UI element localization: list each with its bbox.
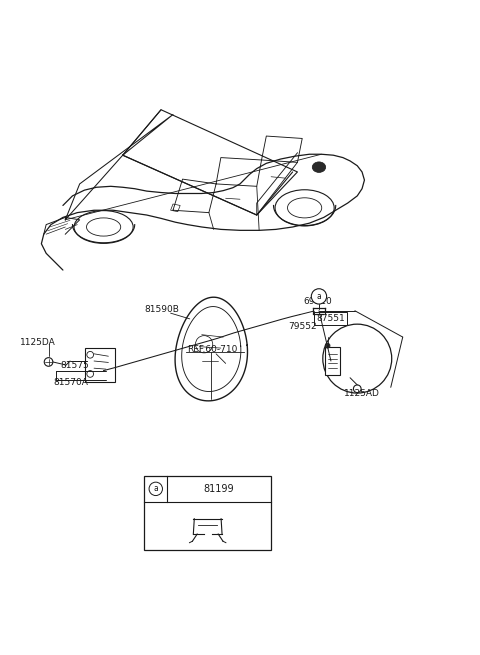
Text: 79552: 79552 — [288, 322, 316, 331]
Circle shape — [195, 335, 213, 353]
Circle shape — [312, 289, 326, 304]
Circle shape — [353, 385, 361, 392]
Ellipse shape — [86, 218, 120, 236]
Circle shape — [44, 358, 53, 366]
Circle shape — [149, 482, 162, 496]
Text: 1125AD: 1125AD — [344, 389, 380, 398]
FancyBboxPatch shape — [85, 348, 115, 382]
Text: 81575: 81575 — [60, 362, 89, 370]
Bar — [314, 312, 347, 325]
Text: a: a — [317, 292, 321, 301]
Text: 69510: 69510 — [303, 297, 332, 306]
Circle shape — [87, 371, 94, 377]
Ellipse shape — [312, 162, 325, 172]
Circle shape — [325, 343, 330, 348]
Text: REF.60-710: REF.60-710 — [187, 345, 238, 354]
Ellipse shape — [288, 198, 322, 218]
Ellipse shape — [275, 190, 334, 226]
Text: 1125DA: 1125DA — [20, 339, 56, 347]
Text: a: a — [154, 484, 158, 493]
Text: 81199: 81199 — [203, 484, 234, 494]
Circle shape — [323, 324, 392, 393]
Text: 87551: 87551 — [317, 314, 345, 323]
Bar — [144, 476, 271, 550]
FancyBboxPatch shape — [324, 347, 340, 375]
Circle shape — [87, 352, 94, 358]
Text: 81570A: 81570A — [53, 378, 88, 387]
Ellipse shape — [74, 211, 133, 244]
Polygon shape — [170, 204, 180, 212]
Text: 81590B: 81590B — [144, 305, 179, 314]
